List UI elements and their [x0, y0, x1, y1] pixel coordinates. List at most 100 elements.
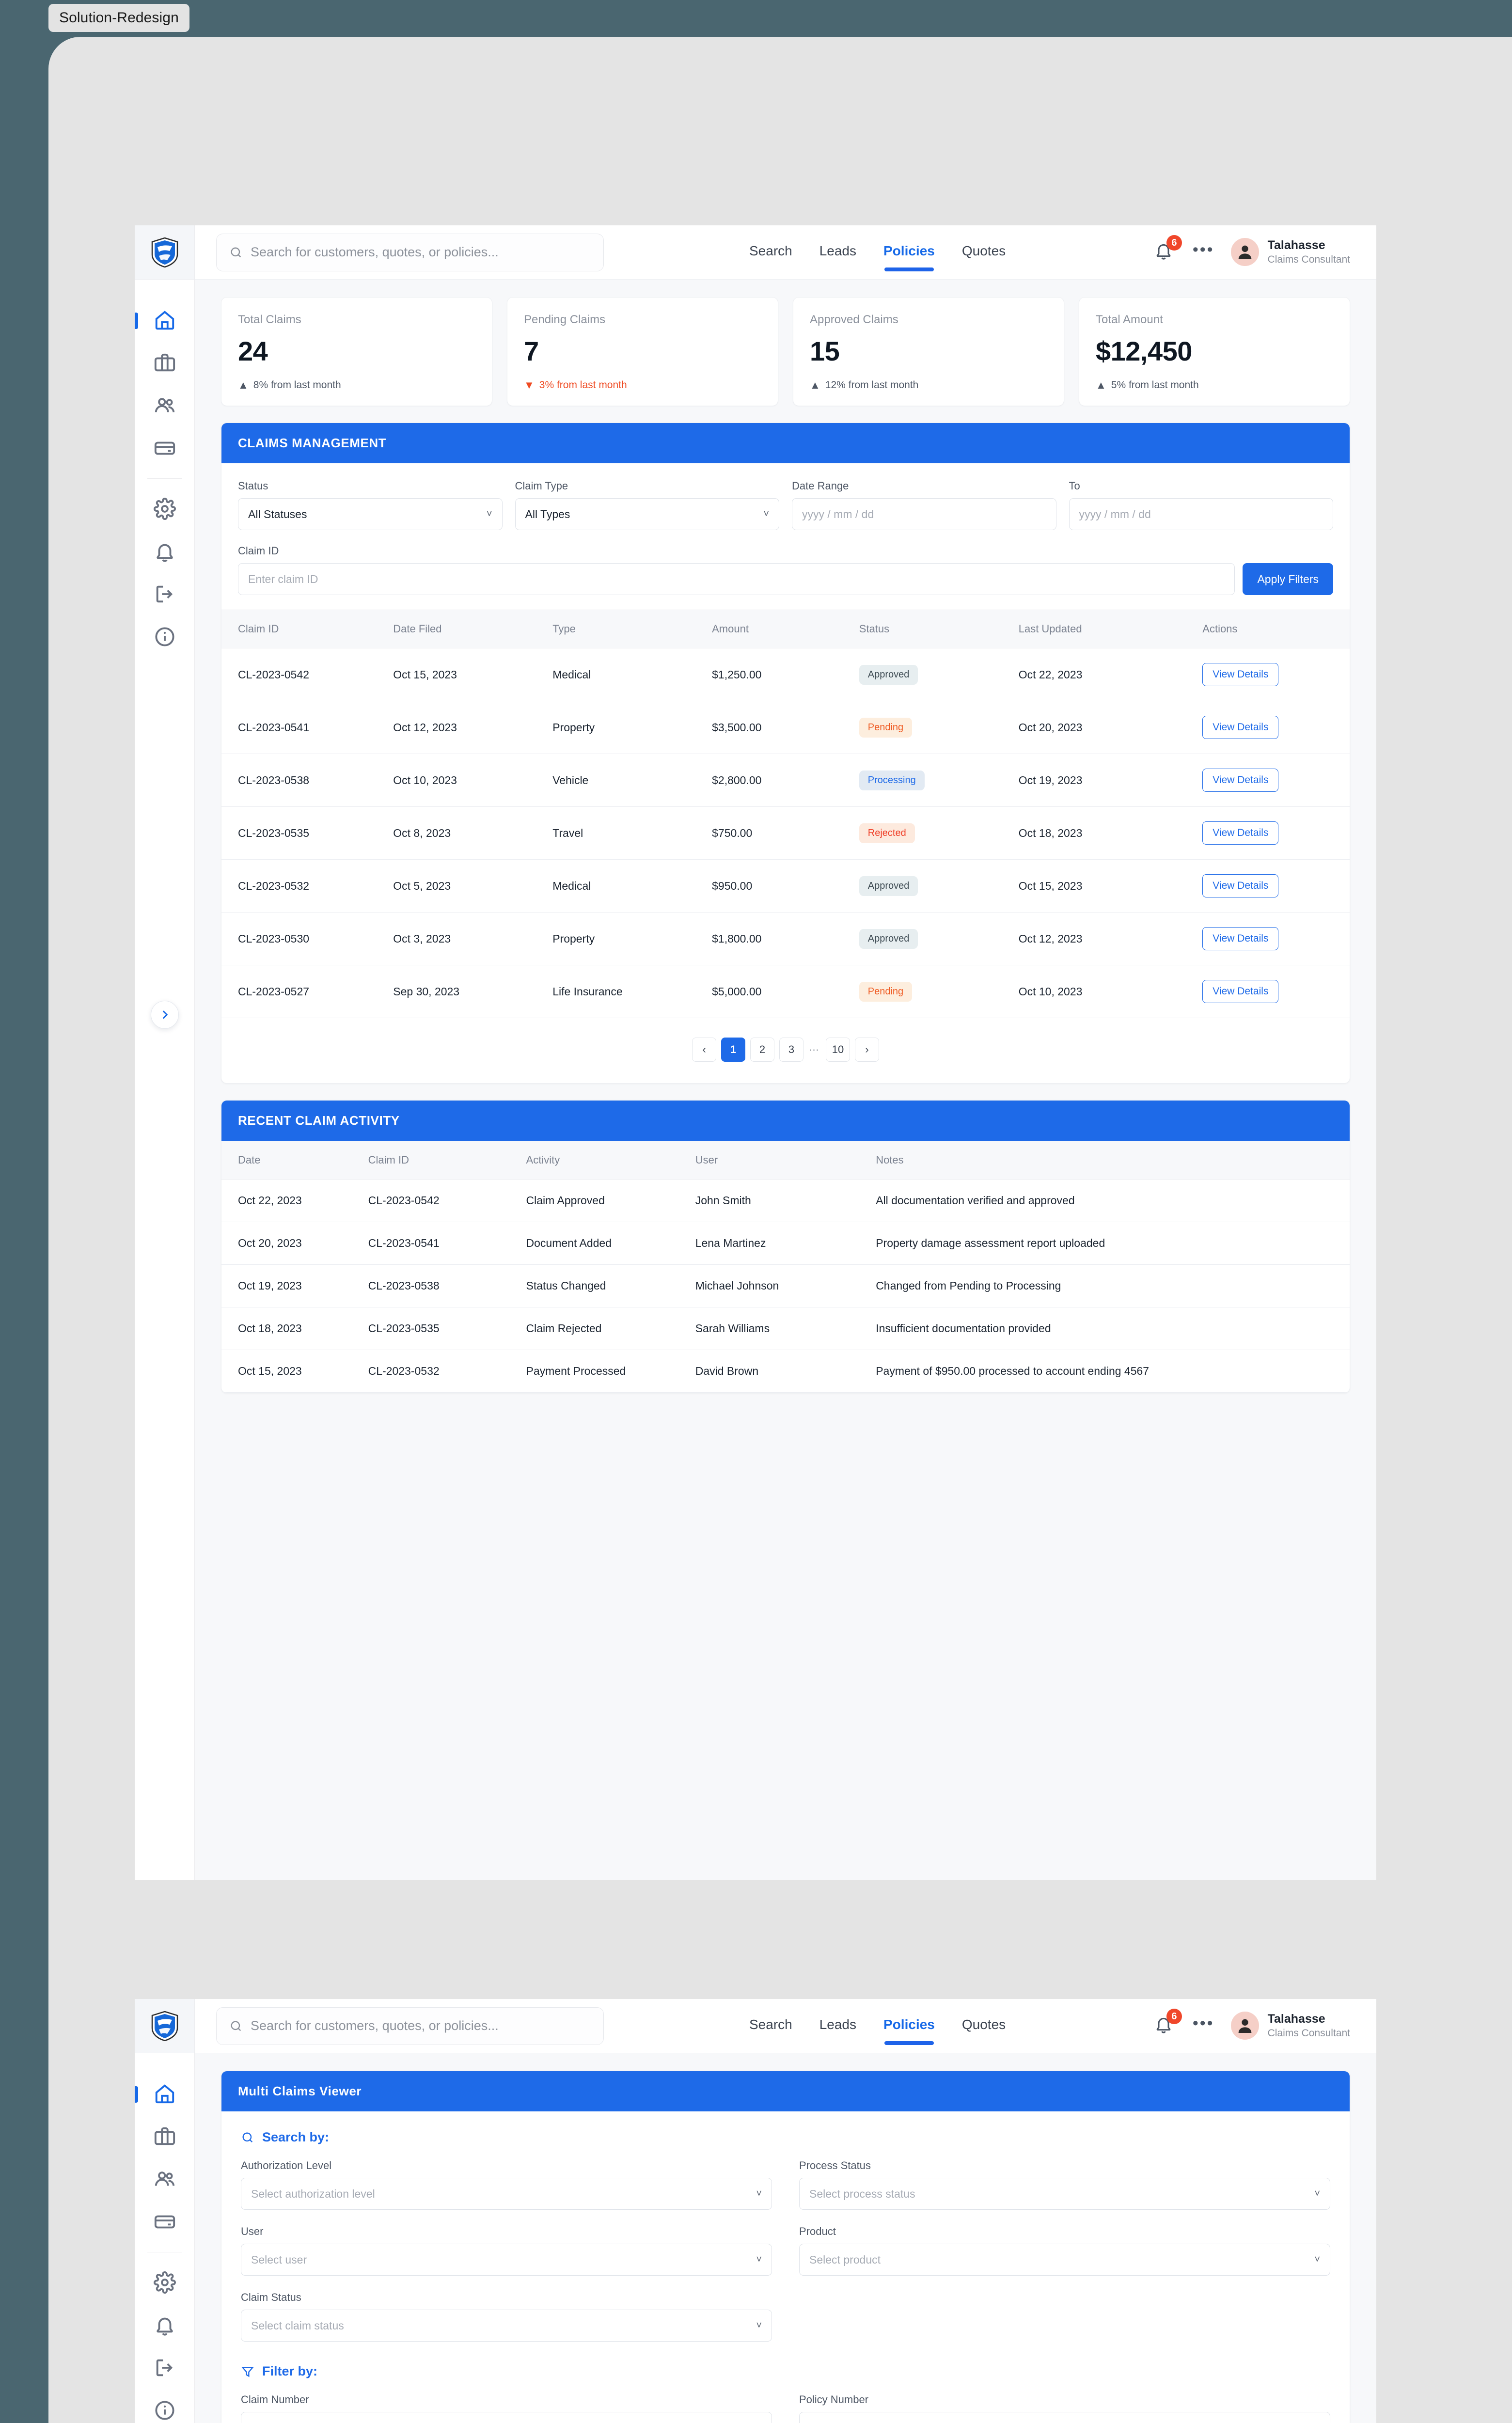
- brand-logo[interactable]: [135, 1999, 194, 2053]
- authorization-level-select[interactable]: Select authorization level ˅: [241, 2178, 772, 2210]
- claim-status-select[interactable]: Select claim status ˅: [241, 2310, 772, 2342]
- nav-item-search[interactable]: Search: [749, 2016, 792, 2032]
- table-row[interactable]: Oct 15, 2023 CL-2023-0532 Payment Processe…: [221, 1350, 1350, 1393]
- brand-logo[interactable]: [135, 225, 194, 280]
- cell-status: Pending: [859, 701, 1019, 754]
- cell-notes: Property damage assessment report upload…: [876, 1222, 1350, 1265]
- user-menu[interactable]: Talahasse Claims Consultant: [1230, 238, 1350, 267]
- nav-item-policies[interactable]: Policies: [883, 2017, 935, 2045]
- sidebar-item-help[interactable]: [135, 615, 194, 658]
- sidebar-item-notifications[interactable]: [135, 530, 194, 573]
- sidebar-item-policies[interactable]: [135, 342, 194, 384]
- nav-item-quotes[interactable]: Quotes: [961, 2016, 1006, 2032]
- table-row[interactable]: CL-2023-0538 Oct 10, 2023 Vehicle $2,800.00…: [221, 754, 1350, 807]
- filter-status-select[interactable]: All Statuses ˅: [238, 498, 503, 530]
- sidebar-item-payments[interactable]: [135, 427, 194, 470]
- table-row[interactable]: CL-2023-0542 Oct 15, 2023 Medical $1,250.00…: [221, 648, 1350, 701]
- notifications-button[interactable]: 6: [1154, 2009, 1182, 2037]
- view-details-button[interactable]: View Details: [1202, 663, 1279, 686]
- view-details-button[interactable]: View Details: [1202, 716, 1279, 739]
- col-type[interactable]: Type: [552, 610, 712, 648]
- filter-date-to-input[interactable]: yyyy / mm / dd: [1069, 498, 1333, 530]
- table-row[interactable]: Oct 20, 2023 CL-2023-0541 Document Added Le…: [221, 1222, 1350, 1265]
- sidebar-item-logout[interactable]: [135, 573, 194, 615]
- bell-icon: [1156, 2018, 1171, 2034]
- table-row[interactable]: CL-2023-0535 Oct 8, 2023 Travel $750.00 Reje…: [221, 806, 1350, 860]
- table-row[interactable]: CL-2023-0530 Oct 3, 2023 Property $1,800.00…: [221, 912, 1350, 965]
- chevron-down-icon: ˅: [763, 508, 769, 519]
- stat-card-pending-claims: Pending Claims 7 ▼ 3% from last month: [507, 297, 778, 406]
- view-details-button[interactable]: View Details: [1202, 927, 1279, 950]
- product-select[interactable]: Select product ˅: [799, 2244, 1330, 2276]
- notifications-button[interactable]: 6: [1154, 235, 1182, 263]
- col-amount[interactable]: Amount: [712, 610, 859, 648]
- global-search-input[interactable]: Search for customers, quotes, or policie…: [216, 233, 604, 271]
- policy-number-input[interactable]: Enter policy number: [799, 2412, 1330, 2423]
- sidebar-item-settings[interactable]: [135, 488, 194, 530]
- sidebar-item-policies[interactable]: [135, 2115, 194, 2158]
- sidebar-item-customers[interactable]: [135, 2158, 194, 2201]
- pagination-page-10[interactable]: 10: [826, 1038, 850, 1062]
- col-user[interactable]: User: [695, 1141, 876, 1180]
- sidebar-item-home[interactable]: [135, 299, 194, 342]
- col-claim-id[interactable]: Claim ID: [221, 610, 394, 648]
- filter-claim-type-select[interactable]: All Types ˅: [515, 498, 779, 530]
- view-details-button[interactable]: View Details: [1202, 874, 1279, 897]
- col-activity[interactable]: Activity: [526, 1141, 695, 1180]
- table-row[interactable]: Oct 19, 2023 CL-2023-0538 Status Changed Mi…: [221, 1264, 1350, 1307]
- nav-item-policies[interactable]: Policies: [883, 243, 935, 271]
- nav-item-search[interactable]: Search: [749, 243, 792, 258]
- col-date[interactable]: Date: [221, 1141, 368, 1180]
- nav-item-quotes[interactable]: Quotes: [961, 243, 1006, 258]
- table-row[interactable]: Oct 18, 2023 CL-2023-0535 Claim Rejected Sa…: [221, 1307, 1350, 1350]
- global-search-input[interactable]: Search for customers, quotes, or policie…: [216, 2007, 604, 2045]
- table-row[interactable]: CL-2023-0532 Oct 5, 2023 Medical $950.00 App…: [221, 859, 1350, 913]
- sidebar-item-notifications[interactable]: [135, 2304, 194, 2346]
- more-options-button[interactable]: •••: [1192, 240, 1214, 259]
- status-badge: Processing: [859, 770, 925, 790]
- browser-tab-label[interactable]: Solution-Redesign: [48, 4, 189, 32]
- col-date-filed[interactable]: Date Filed: [393, 610, 553, 648]
- field-placeholder: Select process status: [809, 2187, 915, 2200]
- pagination-page-3[interactable]: 3: [779, 1038, 803, 1062]
- cell-type: Property: [552, 912, 712, 965]
- nav-item-leads[interactable]: Leads: [819, 243, 857, 258]
- nav-item-leads[interactable]: Leads: [819, 2016, 857, 2032]
- sidebar-item-payments[interactable]: [135, 2201, 194, 2243]
- col-claim-id[interactable]: Claim ID: [368, 1141, 526, 1180]
- table-row[interactable]: CL-2023-0541 Oct 12, 2023 Property $3,500.0…: [221, 701, 1350, 754]
- sidebar-item-settings[interactable]: [135, 2261, 194, 2304]
- filter-date-from-input[interactable]: yyyy / mm / dd: [792, 498, 1056, 530]
- stat-cards: Total Claims 24 ▲ 8% from last month Pend…: [221, 297, 1350, 406]
- pagination-next[interactable]: ›: [855, 1038, 879, 1062]
- user-menu[interactable]: Talahasse Claims Consultant: [1230, 2012, 1350, 2040]
- filter-status-label: Status: [238, 480, 268, 492]
- sidebar-item-logout[interactable]: [135, 2346, 194, 2389]
- col-status[interactable]: Status: [859, 610, 1019, 648]
- pagination-prev[interactable]: ‹: [692, 1038, 716, 1062]
- pagination-page-2[interactable]: 2: [750, 1038, 774, 1062]
- process-status-select[interactable]: Select process status ˅: [799, 2178, 1330, 2210]
- col-notes[interactable]: Notes: [876, 1141, 1350, 1180]
- user-select[interactable]: Select user ˅: [241, 2244, 772, 2276]
- table-row[interactable]: CL-2023-0527 Sep 30, 2023 Life Insurance $5…: [221, 965, 1350, 1018]
- stat-change: ▲ 8% from last month: [238, 379, 475, 391]
- view-details-button[interactable]: View Details: [1202, 821, 1279, 845]
- topbar-right: 6 ••• Talahasse Claims Consultant: [1154, 2009, 1376, 2040]
- app-window-multi-claims-viewer: Search for customers, quotes, or policie…: [135, 1999, 1376, 2423]
- claim-number-input[interactable]: Enter claim number: [241, 2412, 772, 2423]
- filter-claim-id-input[interactable]: Enter claim ID: [238, 563, 1235, 595]
- sidebar-item-help[interactable]: [135, 2389, 194, 2423]
- sidebar-item-home[interactable]: [135, 2073, 194, 2115]
- table-row[interactable]: Oct 22, 2023 CL-2023-0542 Claim Approved Jo…: [221, 1179, 1350, 1222]
- view-details-button[interactable]: View Details: [1202, 769, 1279, 792]
- pagination-page-1[interactable]: 1: [721, 1038, 745, 1062]
- more-options-button[interactable]: •••: [1192, 2014, 1214, 2033]
- field-label: Policy Number: [799, 2393, 869, 2406]
- field-label: Product: [799, 2225, 836, 2237]
- sidebar-item-customers[interactable]: [135, 384, 194, 427]
- view-details-button[interactable]: View Details: [1202, 980, 1279, 1003]
- apply-filters-button[interactable]: Apply Filters: [1243, 563, 1333, 595]
- col-last-updated[interactable]: Last Updated: [1018, 610, 1203, 648]
- sidebar-expand-toggle[interactable]: [151, 1001, 179, 1029]
